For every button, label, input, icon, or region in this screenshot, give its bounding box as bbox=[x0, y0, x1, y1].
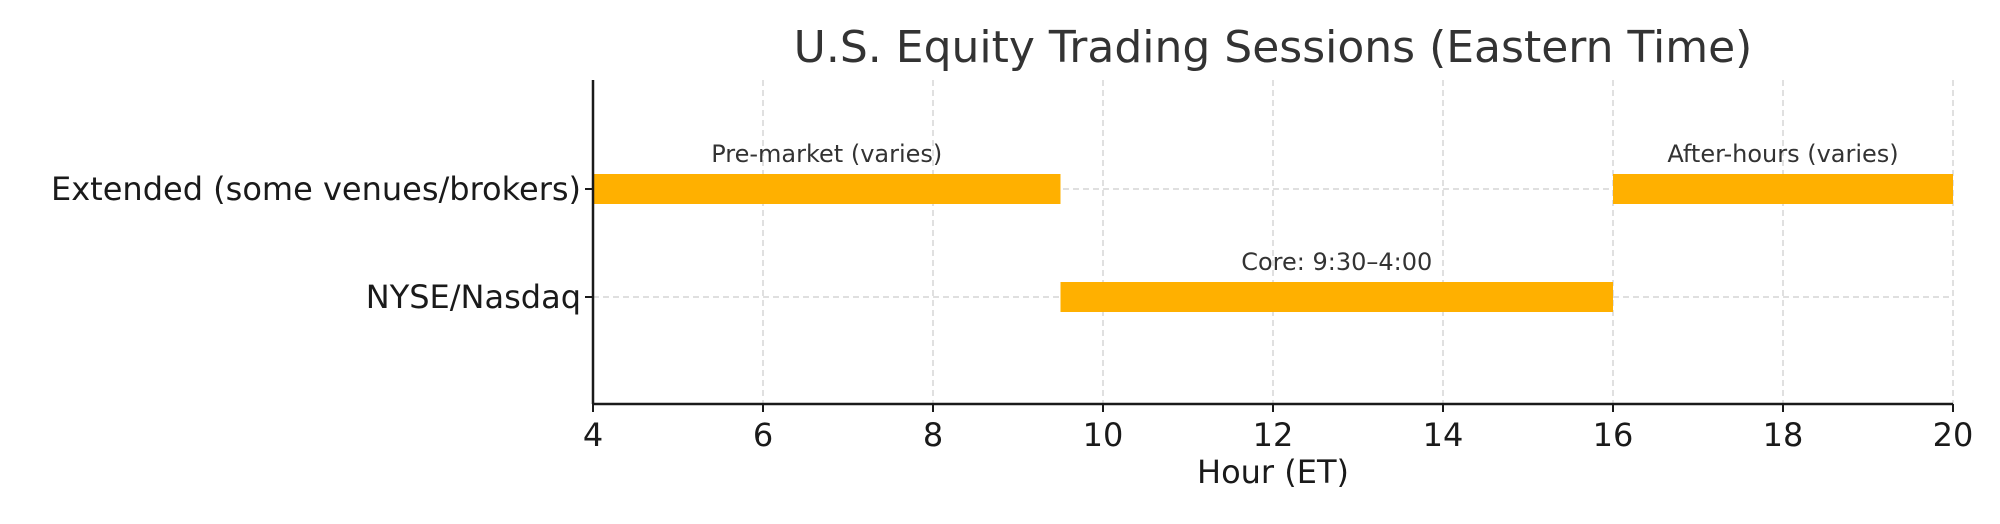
chart-title: U.S. Equity Trading Sessions (Eastern Ti… bbox=[794, 22, 1753, 73]
x-tick-label-12: 12 bbox=[1253, 416, 1294, 454]
x-tick-label-14: 14 bbox=[1423, 416, 1464, 454]
bars-layer: Pre-market (varies) After-hours (varies) C… bbox=[593, 140, 1953, 312]
x-axis-label: Hour (ET) bbox=[1197, 453, 1349, 491]
session-bar-2 bbox=[1060, 282, 1613, 312]
session-bar-label-0: Pre-market (varies) bbox=[711, 140, 942, 168]
session-bar-label-1: After-hours (varies) bbox=[1667, 140, 1898, 168]
session-bar-label-2: Core: 9:30–4:00 bbox=[1241, 248, 1432, 276]
session-bar-1 bbox=[1613, 174, 1953, 204]
x-tick-label-18: 18 bbox=[1763, 416, 1804, 454]
y-category-label-1: NYSE/Nasdaq bbox=[366, 278, 581, 316]
x-tick-label-16: 16 bbox=[1593, 416, 1634, 454]
y-category-label-0: Extended (some venues/brokers) bbox=[51, 170, 581, 208]
grid-layer bbox=[593, 80, 1954, 404]
x-tick-label-8: 8 bbox=[923, 416, 943, 454]
x-tick-label-20: 20 bbox=[1933, 416, 1974, 454]
x-tick-label-4: 4 bbox=[583, 416, 603, 454]
x-tick-label-10: 10 bbox=[1083, 416, 1124, 454]
x-tick-label-6: 6 bbox=[753, 416, 773, 454]
session-bar-0 bbox=[593, 174, 1061, 204]
axis-layer: 4 6 8 10 12 14 16 18 20 Extended (some venues/bro… bbox=[51, 80, 1973, 454]
